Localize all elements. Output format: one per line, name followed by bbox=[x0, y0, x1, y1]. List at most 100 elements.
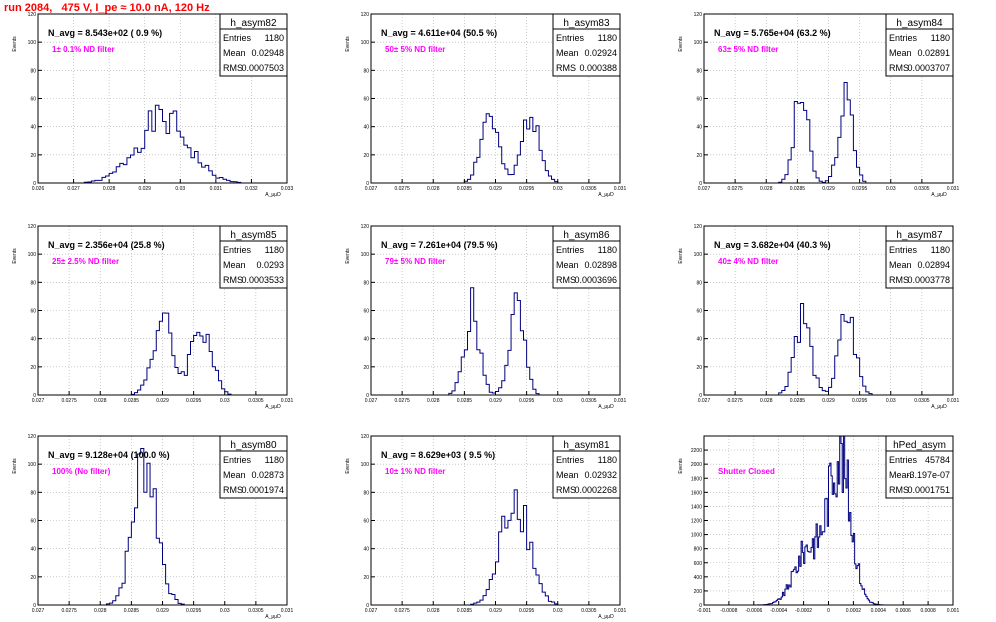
y-tick-label: 60 bbox=[696, 97, 702, 103]
x-tick-label: 0.03 bbox=[553, 186, 563, 192]
y-tick-label: 20 bbox=[30, 575, 36, 581]
y-tick-label: 20 bbox=[363, 575, 369, 581]
y-tick-label: 80 bbox=[696, 68, 702, 74]
x-tick-label: 0.028 bbox=[427, 186, 440, 192]
stats-label: RMS bbox=[556, 275, 576, 285]
x-tick-label: 0.031 bbox=[210, 186, 223, 192]
stats-label: Mean bbox=[556, 470, 579, 480]
x-tick-label: 0.0285 bbox=[124, 398, 140, 404]
y-tick-label: 100 bbox=[361, 252, 370, 258]
stats-title: h_asym82 bbox=[230, 18, 277, 29]
stats-label: Entries bbox=[889, 245, 918, 255]
stats-value: 0.02891 bbox=[917, 48, 950, 58]
y-tick-label: 200 bbox=[694, 589, 703, 595]
y-tick-label: 100 bbox=[361, 40, 370, 46]
stats-label: Mean bbox=[223, 260, 246, 270]
filter-annotation: Shutter Closed bbox=[718, 467, 775, 476]
x-axis-label: A_μμD bbox=[265, 614, 281, 620]
x-tick-label: 0.0295 bbox=[186, 398, 202, 404]
stats-label: RMS bbox=[556, 63, 576, 73]
stats-value: 0.02873 bbox=[251, 470, 284, 480]
histogram-panel: 0.027 0.0275 0.028 0.0285 0.029 0.0295 0.03 0.0… bbox=[345, 12, 626, 198]
y-tick-label: 20 bbox=[696, 365, 702, 371]
y-tick-label: 40 bbox=[696, 337, 702, 343]
panel-headline: N_avg = 5.765e+04 (63.2 %) bbox=[714, 28, 831, 38]
x-tick-label: 0.0295 bbox=[519, 398, 535, 404]
x-tick-label: -0.0002 bbox=[795, 608, 812, 614]
x-tick-label: -0.0004 bbox=[770, 608, 787, 614]
x-tick-label: 0.0295 bbox=[186, 608, 202, 614]
x-tick-label: 0.028 bbox=[427, 608, 440, 614]
y-tick-label: 120 bbox=[694, 224, 703, 230]
x-tick-label: 0.0285 bbox=[790, 186, 806, 192]
x-tick-label: 0.029 bbox=[489, 186, 502, 192]
x-tick-label: 0.03 bbox=[886, 186, 896, 192]
x-tick-label: 0.029 bbox=[822, 398, 835, 404]
stats-label: RMS bbox=[556, 485, 576, 495]
x-tick-label: 0.0305 bbox=[581, 398, 597, 404]
stats-label: RMS bbox=[889, 63, 909, 73]
stats-title: h_asym84 bbox=[896, 18, 943, 29]
stats-value: 0.0001974 bbox=[241, 485, 284, 495]
filter-annotation: 100% (No filter) bbox=[52, 467, 111, 476]
x-tick-label: 0.031 bbox=[614, 608, 627, 614]
y-tick-label: 40 bbox=[363, 125, 369, 131]
x-tick-label: 0.0295 bbox=[519, 186, 535, 192]
y-tick-label: 20 bbox=[30, 153, 36, 159]
x-tick-label: 0.03 bbox=[553, 398, 563, 404]
x-tick-label: 0.0295 bbox=[852, 186, 868, 192]
x-tick-label: 0.028 bbox=[94, 608, 107, 614]
filter-annotation: 25± 2.5% ND filter bbox=[52, 257, 119, 266]
stats-label: Mean bbox=[889, 260, 912, 270]
filter-annotation: 1± 0.1% ND filter bbox=[52, 45, 115, 54]
panel-headline: N_avg = 8.629e+03 ( 9.5 %) bbox=[381, 450, 495, 460]
x-tick-label: 0.0004 bbox=[871, 608, 887, 614]
x-tick-label: 0.027 bbox=[67, 186, 80, 192]
histogram-line bbox=[371, 113, 620, 184]
y-tick-label: 2000 bbox=[691, 462, 702, 468]
y-tick-label: 120 bbox=[28, 434, 37, 440]
y-tick-label: 120 bbox=[28, 224, 37, 230]
x-tick-label: 0.028 bbox=[760, 398, 773, 404]
stats-label: Mean bbox=[556, 260, 579, 270]
stats-title: hPed_asym bbox=[893, 440, 946, 451]
stats-label: Entries bbox=[223, 33, 252, 43]
y-tick-label: 80 bbox=[30, 280, 36, 286]
y-axis-label: Events bbox=[12, 458, 18, 474]
stats-value: 0.0293 bbox=[256, 260, 284, 270]
x-tick-label: 0.029 bbox=[138, 186, 151, 192]
y-tick-label: 120 bbox=[361, 12, 370, 18]
y-tick-label: 0 bbox=[366, 393, 369, 399]
x-tick-label: 0.0275 bbox=[727, 186, 743, 192]
x-tick-label: 0.03 bbox=[553, 608, 563, 614]
y-axis-label: Events bbox=[345, 36, 351, 52]
x-axis-label: A_μμD bbox=[598, 404, 614, 410]
histogram-line bbox=[38, 104, 287, 184]
y-tick-label: 20 bbox=[696, 153, 702, 159]
y-tick-label: 100 bbox=[28, 40, 37, 46]
x-tick-label: -0.0006 bbox=[745, 608, 762, 614]
y-tick-label: 80 bbox=[363, 280, 369, 286]
y-tick-label: 400 bbox=[694, 575, 703, 581]
y-tick-label: 100 bbox=[28, 462, 37, 468]
x-tick-label: 0.029 bbox=[156, 608, 169, 614]
y-tick-label: 0 bbox=[33, 181, 36, 187]
y-tick-label: 60 bbox=[363, 97, 369, 103]
x-tick-label: 0.03 bbox=[220, 608, 230, 614]
stats-label: Entries bbox=[556, 245, 585, 255]
y-tick-label: 0 bbox=[33, 393, 36, 399]
y-tick-label: 600 bbox=[694, 561, 703, 567]
x-tick-label: 0.0285 bbox=[457, 608, 473, 614]
x-tick-label: 0.0285 bbox=[124, 608, 140, 614]
y-tick-label: 60 bbox=[363, 309, 369, 315]
y-tick-label: 60 bbox=[30, 309, 36, 315]
stats-value: 1180 bbox=[931, 245, 950, 255]
x-tick-label: 0.027 bbox=[32, 608, 45, 614]
panel-headline: N_avg = 7.261e+04 (79.5 %) bbox=[381, 240, 498, 250]
stats-label: RMS bbox=[889, 485, 909, 495]
stats-value: 1180 bbox=[265, 33, 284, 43]
stats-label: Entries bbox=[556, 455, 585, 465]
x-tick-label: 0.03 bbox=[175, 186, 185, 192]
y-tick-label: 80 bbox=[363, 490, 369, 496]
